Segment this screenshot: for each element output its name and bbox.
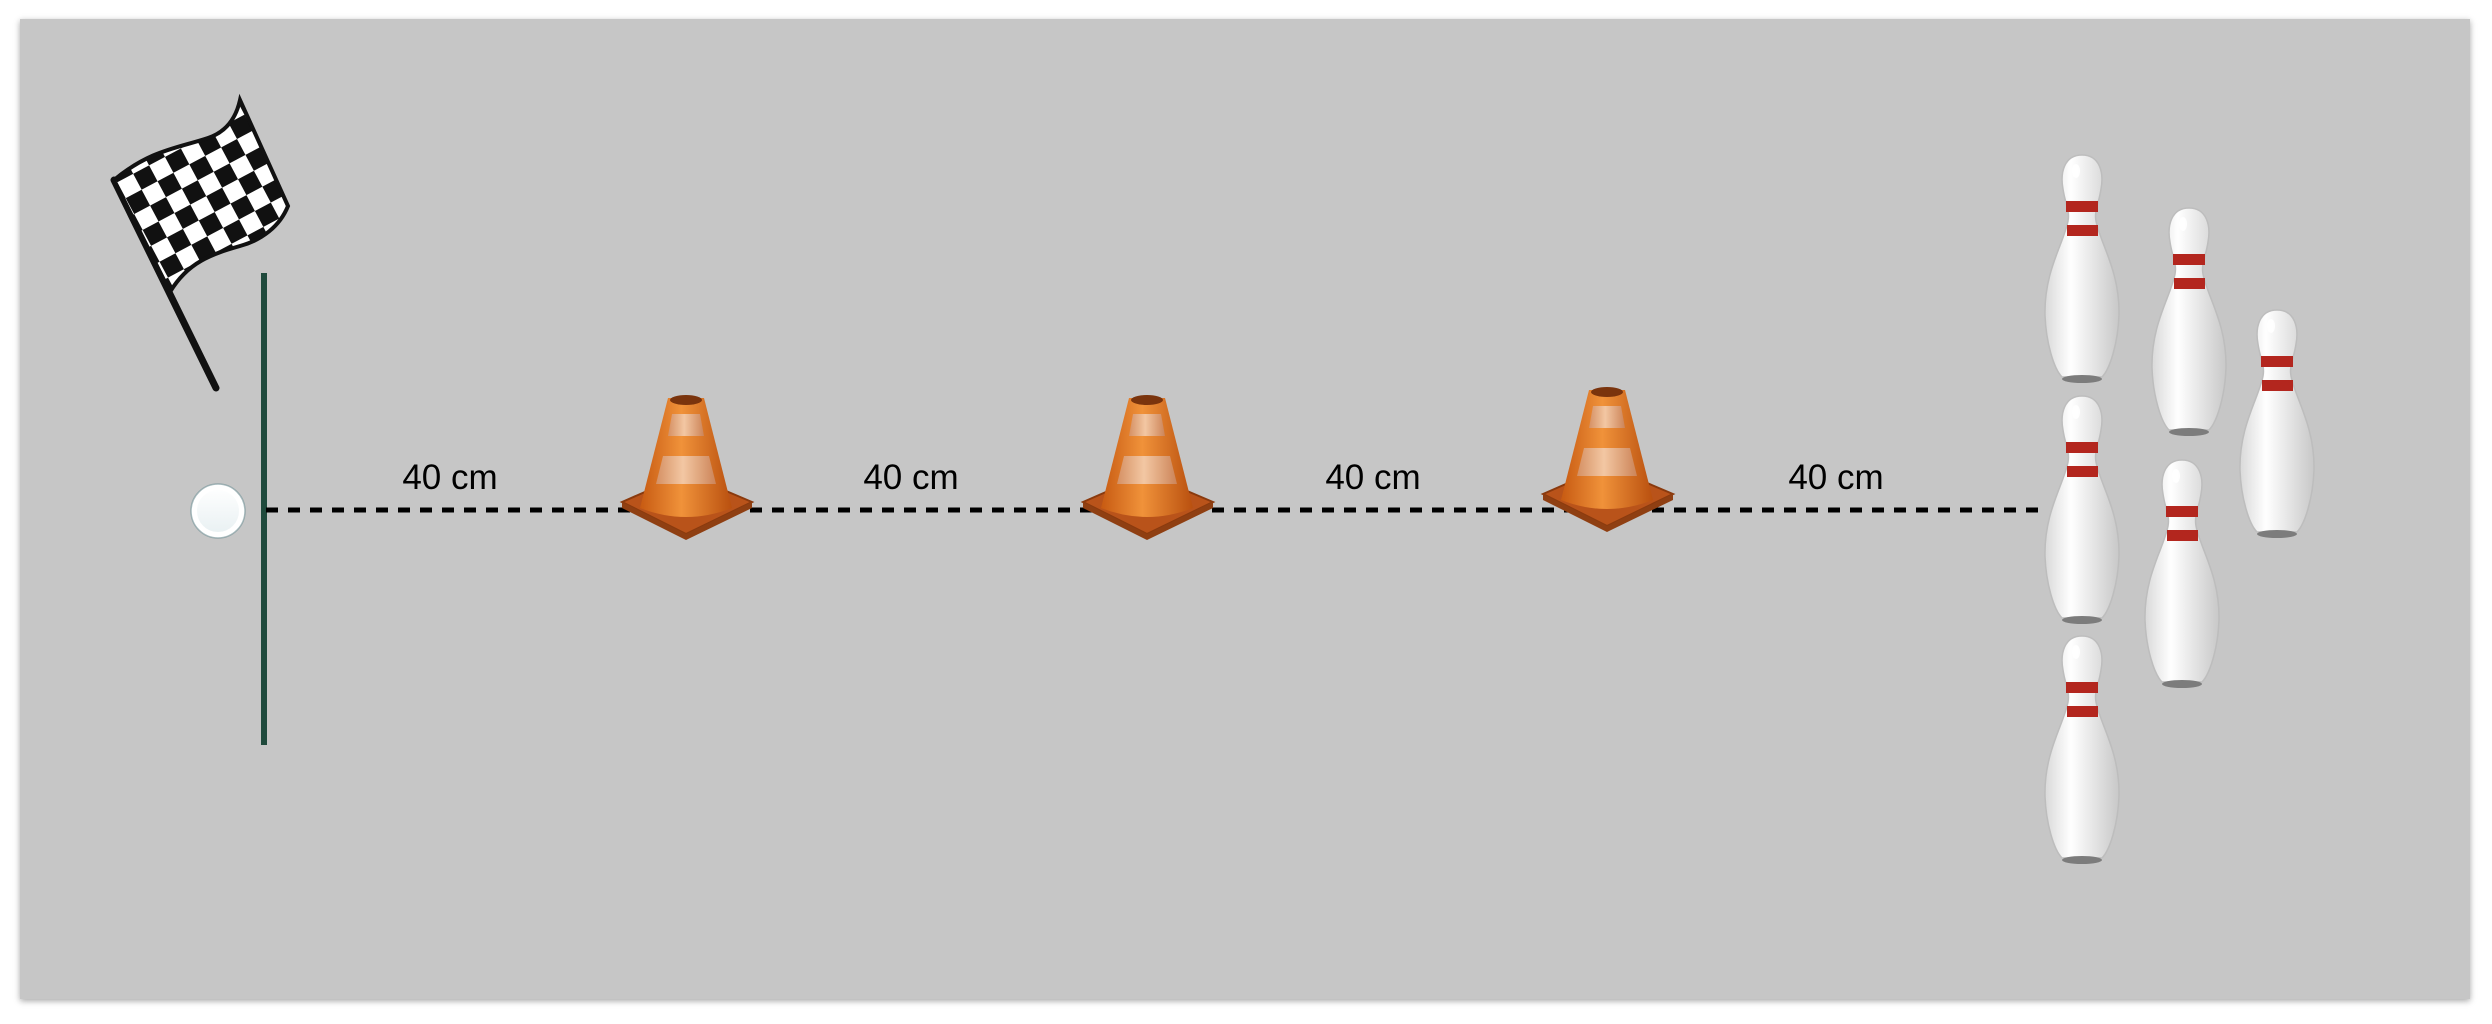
bowling-pin-icon [2044,154,2120,384]
bowling-pin-icon [2151,207,2227,437]
checkered-flag-icon [110,93,291,392]
bowling-pin-icon [2044,395,2120,625]
bowling-pin-icon [2239,309,2315,539]
bowling-pin-icon [2144,459,2220,689]
distance-label: 40 cm [1325,458,1420,497]
traffic-cone-icon [621,394,753,541]
bowling-pin-icon [2044,635,2120,865]
distance-label: 40 cm [1788,458,1883,497]
traffic-cone-icon [1082,394,1214,541]
distance-label: 40 cm [402,458,497,497]
ball-icon [190,483,246,539]
distance-label: 40 cm [863,458,958,497]
